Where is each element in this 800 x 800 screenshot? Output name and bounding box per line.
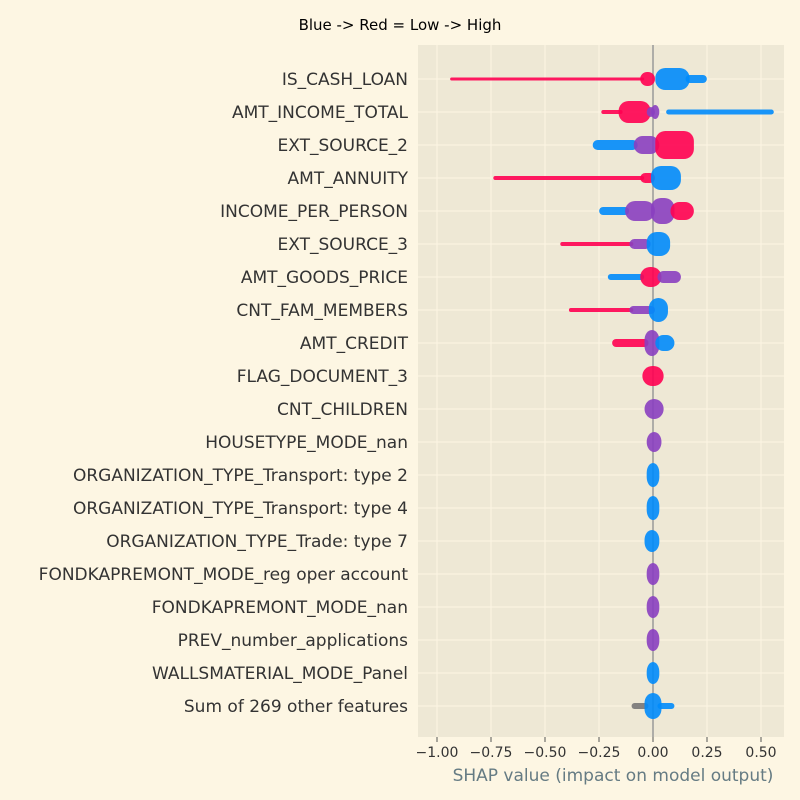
feature-labels: IS_CASH_LOAN AMT_INCOME_TOTAL EXT_SOURCE_2… [39,70,409,717]
shap-point-cluster [646,662,660,684]
feature-label: CNT_CHILDREN [277,400,408,420]
shap-point-cluster [655,68,690,90]
chart-title: Blue -> Red = Low -> High [299,16,502,34]
shap-point-cluster [666,109,774,115]
x-tick-label: −0.75 [470,745,513,761]
feature-row-points [601,101,774,123]
feature-label: Sum of 269 other features [184,697,408,717]
shap-point-cluster [633,136,660,154]
feature-row-points [646,563,660,585]
shap-point-cluster [648,298,668,322]
feature-row-points [642,366,664,386]
feature-row-points [646,629,660,651]
shap-point-cluster [560,242,634,246]
shap-point-cluster [646,563,660,585]
shap-point-cluster [599,207,630,215]
shap-point-cluster [640,72,655,86]
feature-row-points [560,232,671,256]
feature-row-points [568,298,668,322]
feature-row-points [599,198,694,224]
feature-label: FLAG_DOCUMENT_3 [237,367,408,387]
feature-row-points [493,166,681,190]
x-axis-label: SHAP value (impact on model output) [453,766,774,786]
feature-row-points [450,68,707,90]
feature-label: AMT_INCOME_TOTAL [232,103,409,123]
feature-row-points [644,399,664,419]
feature-label: FONDKAPREMONT_MODE_reg oper account [39,565,409,585]
shap-point-cluster [601,110,623,114]
feature-label: HOUSETYPE_MODE_nan [205,433,408,453]
x-axis-ticks: −1.00 −0.75 −0.50 −0.25 0.00 0.25 0.50 [416,737,777,761]
shap-point-cluster [646,232,671,256]
shap-point-cluster [450,77,645,81]
feature-row-points [646,463,660,487]
feature-row-points [631,693,675,719]
shap-point-cluster [631,703,649,709]
feature-row-points [646,596,660,618]
shap-point-cluster [646,496,660,520]
shap-point-cluster [568,308,634,312]
shap-point-cluster [651,198,675,224]
feature-label: ORGANIZATION_TYPE_Transport: type 4 [73,499,408,519]
plot-area [418,45,784,737]
shap-point-cluster [646,432,662,452]
shap-point-cluster [657,271,681,283]
x-tick-label: −1.00 [416,745,459,761]
shap-point-cluster [625,201,655,221]
feature-label: INCOME_PER_PERSON [220,202,408,222]
feature-label: FONDKAPREMONT_MODE_nan [152,598,408,618]
shap-point-cluster [685,75,707,83]
shap-point-cluster [618,101,651,123]
x-tick-label: 0.50 [745,745,776,761]
feature-row-points [592,131,694,159]
shap-point-cluster [629,239,651,249]
shap-point-cluster [640,267,662,287]
shap-point-cluster [607,274,645,280]
shap-point-cluster [493,176,645,180]
feature-label: ORGANIZATION_TYPE_Transport: type 2 [73,466,408,486]
beeswarm-marks [450,68,774,719]
shap-point-cluster [644,530,660,552]
shap-point-cluster [651,166,681,190]
shap-point-cluster [646,463,660,487]
feature-row-points [646,496,660,520]
shap-point-cluster [612,339,649,347]
feature-label: CNT_FAM_MEMBERS [236,301,408,321]
feature-label: AMT_ANNUITY [288,169,409,189]
feature-label: EXT_SOURCE_2 [278,136,408,156]
feature-row-points [607,267,681,287]
feature-label: IS_CASH_LOAN [282,70,408,90]
feature-label: AMT_CREDIT [300,334,409,354]
shap-point-cluster [629,306,655,314]
x-tick-label: 0.25 [691,745,722,761]
shap-point-cluster [657,703,675,709]
shap-point-cluster [592,140,638,150]
feature-label: PREV_number_applications [178,631,409,651]
feature-row-points [612,330,675,356]
shap-point-cluster [644,399,664,419]
feature-row-points [646,662,660,684]
shap-point-cluster [646,596,660,618]
x-tick-label: 0.00 [637,745,668,761]
shap-point-cluster [644,330,660,356]
shap-point-cluster [655,335,675,351]
shap-point-cluster [646,629,660,651]
feature-label: ORGANIZATION_TYPE_Trade: type 7 [106,532,408,552]
shap-point-cluster [651,105,660,119]
shap-point-cluster [655,131,694,159]
feature-label: AMT_GOODS_PRICE [241,268,408,288]
shap-point-cluster [644,693,662,719]
shap-point-cluster [642,366,664,386]
shap-point-cluster [670,202,694,220]
feature-label: WALLSMATERIAL_MODE_Panel [152,664,408,684]
feature-row-points [644,530,660,552]
x-tick-label: −0.50 [524,745,567,761]
feature-label: EXT_SOURCE_3 [278,235,408,255]
x-tick-label: −0.25 [578,745,621,761]
feature-row-points [646,432,662,452]
